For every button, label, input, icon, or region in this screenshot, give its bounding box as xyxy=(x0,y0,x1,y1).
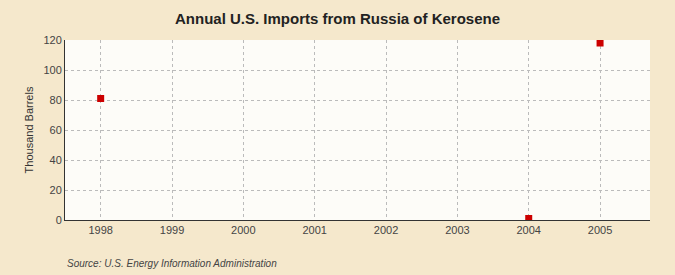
svg-text:0: 0 xyxy=(56,214,62,226)
svg-text:60: 60 xyxy=(50,124,62,136)
svg-text:Thousand Barrels: Thousand Barrels xyxy=(23,86,35,173)
svg-text:2001: 2001 xyxy=(302,224,326,236)
svg-text:Annual U.S. Imports from Russi: Annual U.S. Imports from Russia of Keros… xyxy=(175,10,500,27)
svg-text:1998: 1998 xyxy=(88,224,112,236)
svg-text:80: 80 xyxy=(50,94,62,106)
svg-text:2002: 2002 xyxy=(374,224,398,236)
svg-text:Source: U.S. Energy Informatio: Source: U.S. Energy Information Administ… xyxy=(67,258,277,269)
svg-text:40: 40 xyxy=(50,154,62,166)
svg-text:2005: 2005 xyxy=(588,224,612,236)
svg-text:2004: 2004 xyxy=(516,224,540,236)
svg-text:2000: 2000 xyxy=(231,224,255,236)
svg-text:120: 120 xyxy=(43,34,61,46)
svg-text:20: 20 xyxy=(50,184,62,196)
svg-text:2003: 2003 xyxy=(445,224,469,236)
svg-text:100: 100 xyxy=(43,64,61,76)
svg-text:1999: 1999 xyxy=(160,224,184,236)
